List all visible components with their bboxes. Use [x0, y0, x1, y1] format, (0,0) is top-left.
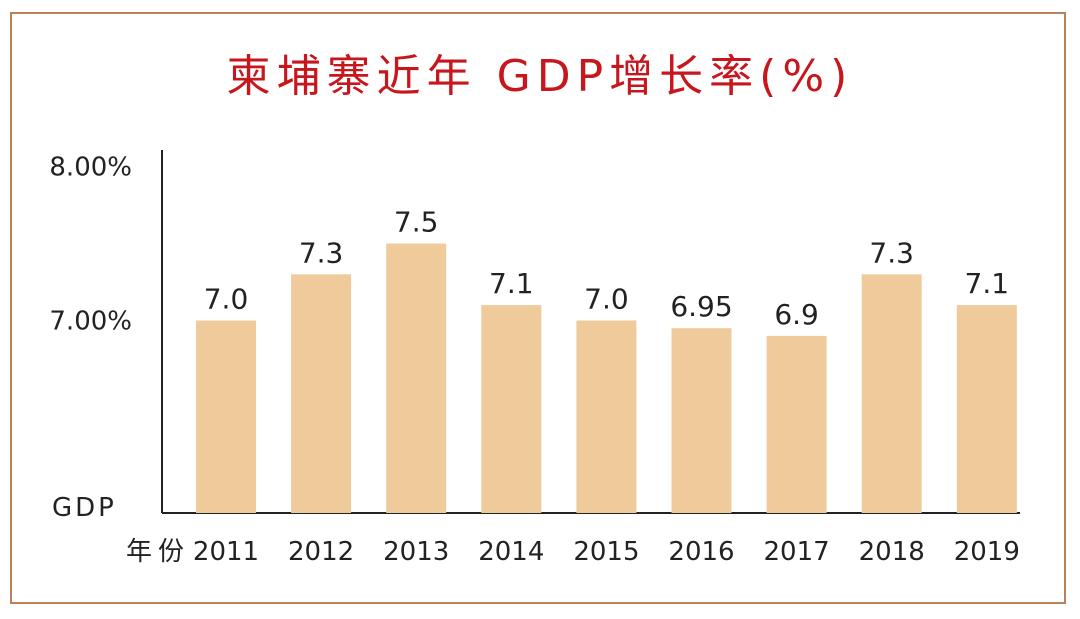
x-tick-label-2012: 2012 — [288, 537, 354, 567]
x-tick-label-2018: 2018 — [859, 537, 925, 567]
data-label-2012: 7.3 — [299, 236, 344, 269]
x-tick-label-2016: 2016 — [668, 537, 734, 567]
bar-2015 — [576, 320, 637, 513]
data-labels-group: 7.0 7.3 7.5 7.1 7.0 6.95 6.9 7.3 7.1 — [204, 206, 1009, 331]
chart-title: 柬埔寨近年 GDP增长率(%) — [226, 51, 854, 102]
bar-2019 — [956, 305, 1017, 513]
data-label-2015: 7.0 — [584, 283, 629, 316]
x-tick-label-2017: 2017 — [764, 537, 830, 567]
bar-2011 — [196, 320, 256, 513]
data-label-2017: 6.9 — [774, 298, 819, 331]
bars-group — [196, 243, 1017, 513]
x-tick-label-2011: 2011 — [193, 537, 259, 567]
bar-2014 — [481, 305, 542, 513]
data-label-2013: 7.5 — [394, 206, 439, 239]
bar-2012 — [291, 274, 352, 513]
bar-2013 — [386, 243, 447, 513]
x-tick-label-2014: 2014 — [478, 537, 544, 567]
y-tick-label: 7.00% — [49, 307, 132, 337]
x-tick-labels: 2011 2012 2013 2014 2015 2016 2017 2018 2019 — [193, 537, 1020, 567]
x-tick-label-2019: 2019 — [954, 537, 1020, 567]
bar-2018 — [861, 274, 922, 513]
data-label-2014: 7.1 — [489, 267, 534, 300]
y-axis-label: GDP — [52, 493, 117, 523]
x-axis-label: 年份 — [126, 537, 190, 567]
bar-2016 — [671, 328, 732, 513]
data-label-2016: 6.95 — [670, 290, 732, 323]
data-label-2018: 7.3 — [869, 236, 914, 269]
data-label-2019: 7.1 — [965, 267, 1010, 300]
bar-2017 — [766, 335, 827, 513]
y-tick-labels: 8.00% 7.00% — [49, 153, 132, 337]
x-tick-label-2013: 2013 — [383, 537, 449, 567]
data-label-2011: 7.0 — [204, 283, 249, 316]
x-tick-label-2015: 2015 — [573, 537, 639, 567]
y-tick-label: 8.00% — [49, 153, 132, 183]
